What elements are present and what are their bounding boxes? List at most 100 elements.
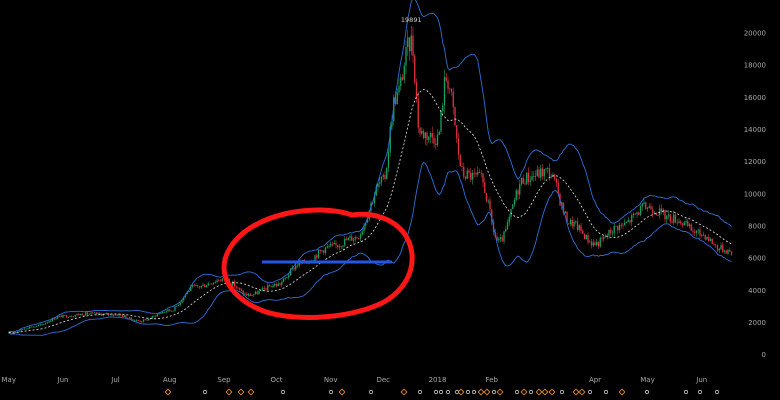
event-marker-dot[interactable] [438, 389, 444, 395]
candle-body [88, 313, 90, 315]
event-marker-diamond[interactable] [535, 388, 543, 396]
candle-body [99, 312, 101, 314]
candle-body [443, 77, 446, 106]
event-marker-diamond[interactable] [400, 388, 408, 396]
candle-body [470, 172, 472, 180]
candle-body [81, 313, 83, 316]
event-marker-diamond[interactable] [618, 388, 626, 396]
event-marker-diamond[interactable] [520, 388, 528, 396]
candle-body [235, 286, 237, 288]
event-marker-diamond[interactable] [548, 388, 556, 396]
candle-body [156, 314, 159, 317]
candle-body [697, 229, 699, 231]
candle-body [333, 243, 335, 245]
candle-body [471, 172, 474, 180]
candle-body [379, 182, 381, 184]
candle-body [629, 220, 631, 223]
event-marker-diamond[interactable] [541, 388, 549, 396]
candle-body [58, 315, 61, 317]
event-marker-diamond[interactable] [164, 388, 172, 396]
event-marker-dot[interactable] [328, 389, 334, 395]
candle-body [23, 328, 26, 330]
event-marker-diamond[interactable] [578, 388, 586, 396]
candle-body [478, 172, 481, 173]
candle-body [48, 321, 50, 323]
event-marker-diamond[interactable] [237, 388, 245, 396]
candle-body [279, 283, 281, 285]
candle-body [86, 312, 89, 315]
x-tick-label: Dec [376, 376, 390, 384]
candle-body [39, 324, 41, 326]
candle-body [625, 222, 628, 223]
event-marker-dot[interactable] [683, 389, 689, 395]
event-marker-dot[interactable] [368, 389, 374, 395]
event-marker-dot[interactable] [528, 389, 534, 395]
candle-body [172, 310, 174, 312]
candle-body [43, 324, 45, 325]
candle-body [114, 314, 117, 316]
candle-body [706, 237, 708, 240]
event-marker-diamond[interactable] [247, 388, 255, 396]
event-marker-diamond[interactable] [496, 388, 504, 396]
candle-body [93, 312, 96, 314]
candle-body [92, 312, 94, 314]
candle-body [422, 130, 425, 139]
event-marker-dot[interactable] [465, 389, 471, 395]
candle-body [601, 238, 603, 240]
candle-body [730, 251, 733, 255]
candle-body [340, 246, 342, 248]
event-marker-dot[interactable] [587, 389, 593, 395]
event-marker-dot[interactable] [202, 389, 208, 395]
candle-body [144, 319, 146, 321]
candle-body [452, 91, 454, 108]
candle-body [188, 291, 190, 292]
event-marker-diamond[interactable] [483, 388, 491, 396]
candle-body [566, 211, 568, 224]
candle-body [702, 234, 705, 236]
event-marker-dot[interactable] [514, 389, 520, 395]
candle-body [176, 305, 178, 307]
event-marker-dot[interactable] [644, 389, 650, 395]
candle-body [218, 280, 220, 282]
candle-body [219, 280, 222, 282]
candle-body [253, 294, 255, 296]
x-tick-label: Feb [486, 376, 499, 384]
candle-body [534, 176, 537, 177]
event-marker-diamond[interactable] [457, 388, 465, 396]
candle-body [711, 238, 713, 245]
peak-value-label: 19891 [401, 16, 422, 24]
candle-body [680, 221, 682, 224]
event-marker-dot[interactable] [714, 389, 720, 395]
event-marker-diamond[interactable] [338, 388, 346, 396]
candle-body [242, 290, 244, 295]
event-marker-diamond[interactable] [225, 388, 233, 396]
event-marker-dot[interactable] [697, 389, 703, 395]
event-marker-dot[interactable] [445, 389, 451, 395]
y-tick-label: 16000 [744, 94, 766, 102]
event-marker-dot[interactable] [280, 389, 286, 395]
candle-body [289, 268, 292, 276]
event-marker-dot[interactable] [471, 389, 477, 395]
event-marker-dot[interactable] [433, 389, 439, 395]
candle-body [281, 282, 283, 285]
candle-body [251, 295, 253, 296]
candle-body [100, 313, 103, 316]
candle-body [200, 285, 202, 288]
event-marker-dot[interactable] [603, 389, 609, 395]
y-tick-label: 14000 [744, 126, 766, 134]
event-marker-dot[interactable] [559, 389, 565, 395]
candle-body [237, 287, 239, 289]
candle-body [681, 223, 684, 226]
candle-body [249, 294, 251, 296]
candle-body [583, 233, 586, 240]
event-marker-dot[interactable] [491, 389, 497, 395]
candle-body [526, 172, 528, 184]
event-marker-dot[interactable] [417, 389, 423, 395]
event-marker-diamond[interactable] [477, 388, 485, 396]
event-marker-diamond[interactable] [572, 388, 580, 396]
candle-body [352, 239, 355, 241]
annotation-circle [221, 207, 415, 320]
candle-body [321, 250, 323, 252]
candle-body [690, 224, 692, 231]
candle-body [398, 85, 400, 93]
